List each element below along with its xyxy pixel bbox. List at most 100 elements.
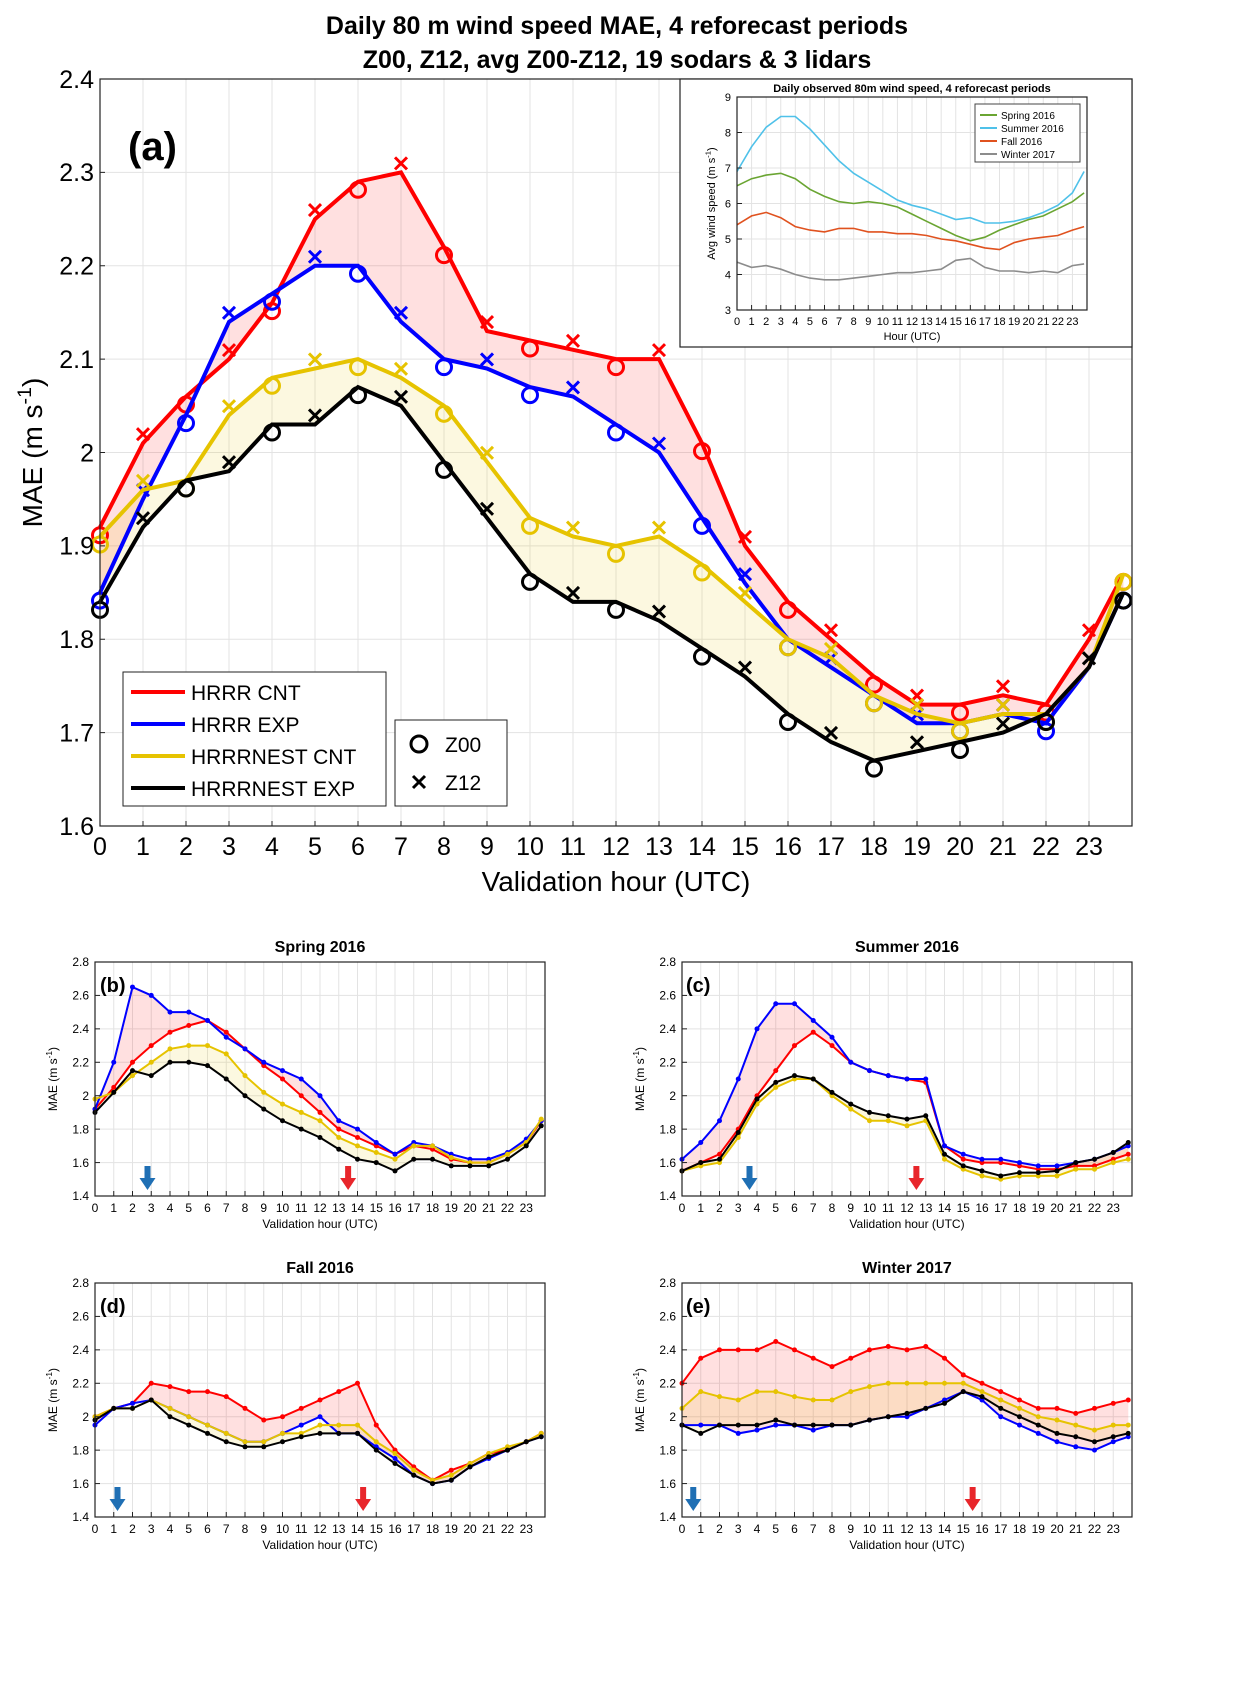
z00-marker [951, 703, 969, 722]
data-point [467, 1464, 473, 1470]
panel-title: Winter 2017 [862, 1260, 952, 1277]
z00-marker [865, 694, 883, 713]
data-point [1110, 1434, 1116, 1440]
x-tick-label: 19 [1032, 1522, 1046, 1536]
data-point [280, 1118, 285, 1124]
z12-marker [1081, 623, 1097, 638]
data-point [242, 1093, 248, 1099]
x-tick-label: 20 [946, 833, 974, 861]
data-point [373, 1160, 379, 1166]
y-axis-label: MAE (m s-1) [631, 1368, 647, 1432]
data-point [186, 1414, 192, 1420]
z12-marker [393, 389, 409, 404]
x-tick-label: 2 [129, 1201, 136, 1215]
y-tick-label: 1.4 [72, 1189, 89, 1203]
x-tick-label: 13 [332, 1522, 346, 1536]
data-point [1035, 1414, 1041, 1420]
y-tick-label: 1.6 [659, 1156, 676, 1170]
x-tick-label: 2 [716, 1201, 723, 1215]
data-point [317, 1414, 323, 1420]
data-point [261, 1106, 267, 1112]
x-tick-label: 0 [93, 833, 107, 861]
y-tick-label: 2.4 [59, 66, 94, 94]
data-point [411, 1472, 417, 1478]
x-tick-label: 18 [1013, 1201, 1027, 1215]
y-tick-label: 2.3 [59, 159, 94, 187]
data-point [735, 1347, 741, 1353]
data-point [355, 1143, 360, 1149]
y-axis-label: MAE (m s-1) [44, 1368, 60, 1432]
data-point [1110, 1160, 1116, 1166]
data-point [130, 1068, 135, 1074]
transition-arrow [109, 1487, 126, 1511]
y-tick-label: 1.8 [659, 1443, 676, 1457]
x-tick-label: 5 [772, 1522, 779, 1536]
y-tick-label: 1.8 [72, 1443, 89, 1457]
x-tick-label: 14 [688, 833, 716, 861]
data-point [942, 1380, 947, 1386]
y-tick-label: 2.4 [659, 1343, 676, 1357]
x-tick-label: 18 [1013, 1522, 1027, 1536]
data-point [885, 1113, 891, 1119]
data-point [392, 1456, 398, 1461]
x-tick-label: 11 [560, 833, 586, 861]
x-axis-label: Hour (UTC) [884, 331, 941, 343]
data-point [829, 1422, 835, 1428]
series-difference-band [95, 987, 542, 1163]
z00-marker [1037, 712, 1055, 731]
y-tick-label: 1.8 [59, 626, 94, 654]
y-tick-label: 1.4 [659, 1189, 676, 1203]
z00-marker [435, 460, 453, 479]
x-tick-label: 6 [204, 1201, 211, 1215]
series-line [736, 172, 1085, 242]
data-point [167, 1009, 173, 1015]
data-point [411, 1467, 417, 1473]
data-point [130, 984, 135, 990]
plot-area: 0 1 2 3 4 5 6 7 8 9 10 11 12 13 14 15 16 17 18 19 20 21 22 231.… [14, 66, 1133, 1552]
data-point [1054, 1417, 1060, 1423]
y-tick-label: 2.2 [72, 1055, 89, 1069]
data-point [717, 1422, 722, 1428]
data-point [538, 1116, 544, 1122]
z12-marker [737, 529, 753, 544]
data-point [829, 1034, 835, 1040]
z00-marker [349, 386, 367, 405]
data-point [298, 1434, 304, 1440]
x-tick-label: 10 [863, 1522, 877, 1536]
data-point [167, 1059, 173, 1065]
data-point [998, 1156, 1004, 1162]
z12-marker [823, 623, 839, 638]
data-point [448, 1477, 454, 1483]
data-point [923, 1405, 929, 1411]
data-point [336, 1422, 342, 1428]
panel-label: (c) [686, 975, 710, 997]
inset-legend-label: Fall 2016 [1001, 137, 1043, 148]
data-point [1125, 1422, 1131, 1428]
data-point [1035, 1163, 1041, 1169]
data-point [960, 1380, 966, 1386]
z12-marker [393, 156, 409, 171]
data-point [1110, 1150, 1116, 1156]
data-point [1035, 1422, 1041, 1428]
panel-title: Summer 2016 [855, 939, 959, 956]
y-tick-label: 2.1 [59, 346, 94, 374]
data-point [148, 992, 154, 998]
x-tick-label: 14 [938, 1522, 952, 1536]
x-tick-label: 3 [222, 833, 236, 861]
data-point [280, 1076, 285, 1082]
data-point [373, 1447, 379, 1453]
x-tick-label: 22 [1088, 1201, 1102, 1215]
x-tick-label: 19 [1032, 1201, 1046, 1215]
z00-marker [865, 675, 883, 694]
x-tick-label: 7 [810, 1201, 817, 1215]
x-tick-label: 7 [394, 833, 408, 861]
z12-marker [995, 679, 1011, 694]
inset-frame [679, 78, 1133, 348]
x-tick-label: 13 [919, 1201, 933, 1215]
x-tick-label: 0 [734, 316, 740, 328]
y-tick-label: 1.4 [659, 1510, 676, 1524]
x-tick-label: 11 [882, 1201, 895, 1215]
data-point [242, 1073, 248, 1079]
y-tick-label: 1.8 [659, 1122, 676, 1136]
x-tick-label: 16 [975, 1201, 989, 1215]
